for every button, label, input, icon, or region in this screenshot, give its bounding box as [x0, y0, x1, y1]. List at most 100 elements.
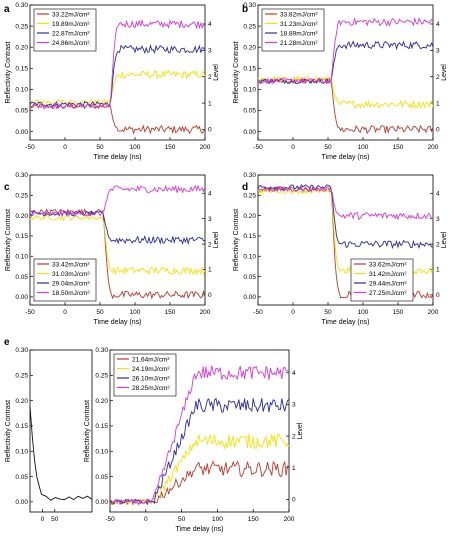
x-tick-label: 100 — [358, 309, 369, 316]
y-tick-label: 0.20 — [15, 398, 28, 405]
x-tick-label: 100 — [130, 144, 141, 151]
y2-tick-label: 0 — [436, 292, 440, 299]
x-tick-label: 100 — [358, 144, 369, 151]
y-tick-label: 0.00 — [243, 294, 256, 301]
x-tick-label: 200 — [428, 144, 439, 151]
x-tick-label: 0 — [63, 309, 67, 316]
series-line-magenta — [30, 18, 205, 110]
y-tick-label: 0.25 — [243, 193, 256, 200]
series-lines — [258, 184, 433, 300]
legend-entry: 22.87mJ/cm² — [52, 31, 90, 38]
y-tick-label: 0.30 — [243, 2, 256, 9]
y2-tick-label: 4 — [292, 370, 296, 377]
y2-axis-label: Level — [441, 231, 448, 248]
y-tick-label: 0.20 — [243, 44, 256, 51]
x-tick-label: 200 — [200, 309, 211, 316]
series-lines — [30, 18, 205, 135]
legend-entry: 31.23mJ/cm² — [280, 21, 318, 28]
y-tick-label: 0.30 — [95, 347, 108, 354]
legend-entry: 31.42mJ/cm² — [369, 271, 407, 278]
y-axis-label: Reflectivity Contrast — [233, 41, 240, 103]
y-tick-label: 0.25 — [15, 23, 28, 30]
y2-tick-label: 3 — [208, 216, 212, 223]
legend-entry: 29.04mJ/cm² — [52, 281, 90, 288]
x-tick-label: -50 — [25, 144, 35, 151]
series-line-red — [258, 77, 433, 135]
x-tick-label: 0 — [291, 144, 295, 151]
legend-entry: 18.50mJ/cm² — [52, 290, 90, 297]
x-tick-label: 0 — [291, 309, 295, 316]
y-tick-label: 0.25 — [15, 373, 28, 380]
y-tick-label: 0.30 — [15, 172, 28, 179]
panel-letter: a — [4, 4, 10, 15]
series-line-blue — [30, 43, 205, 108]
x-tick-label: 50 — [96, 309, 104, 316]
legend-entry: 33.82mJ/cm² — [280, 12, 318, 19]
y2-tick-label: 1 — [208, 267, 212, 274]
x-tick-label: 0 — [144, 516, 148, 523]
y-axis-label: Reflectivity Contrast — [233, 209, 240, 271]
legend-box — [261, 8, 325, 52]
y-tick-label: 0.10 — [95, 448, 108, 455]
legend-entry: 18.89mJ/cm² — [280, 31, 318, 38]
y-tick-label: 0.15 — [243, 65, 256, 72]
legend-box — [113, 353, 177, 397]
x-axis-label: Time delay (ns) — [94, 154, 142, 161]
series-line-blue — [110, 397, 289, 506]
plot-frame — [29, 174, 206, 306]
x-tick-label: 100 — [212, 516, 223, 523]
plot-frame — [257, 4, 434, 141]
y2-tick-label: 1 — [208, 100, 212, 107]
y2-tick-label: 0 — [208, 292, 212, 299]
y-tick-label: 0.05 — [15, 474, 28, 481]
y2-tick-label: 0 — [292, 497, 296, 504]
y2-tick-label: 3 — [292, 402, 296, 409]
x-tick-label: -50 — [253, 144, 263, 151]
x-tick-label: -50 — [105, 516, 115, 523]
y-tick-label: 0.20 — [95, 398, 108, 405]
x-tick-label: 150 — [248, 516, 259, 523]
legend-entry: 33.62mJ/cm² — [369, 262, 407, 269]
y-tick-label: 0.05 — [95, 474, 108, 481]
legend-entry: 21.64mJ/cm² — [132, 357, 170, 364]
x-tick-label: 200 — [200, 144, 211, 151]
legend: 21.64mJ/cm² 24.19mJ/cm² 26.10mJ/cm² 28.25mJ… — [113, 353, 177, 397]
y-axis-label: Reflectivity Contrast — [5, 400, 12, 462]
y-tick-label: 0.30 — [15, 347, 28, 354]
panel-letter: c — [4, 182, 10, 193]
y2-tick-label: 4 — [208, 21, 212, 28]
legend-entry: 27.25mJ/cm² — [369, 290, 407, 297]
y2-tick-label: 2 — [436, 74, 440, 81]
x-tick-label: 150 — [165, 309, 176, 316]
legend-box — [33, 8, 97, 52]
series-line-magenta — [258, 185, 433, 221]
y2-tick-label: 2 — [208, 241, 212, 248]
y-tick-label: 0.00 — [15, 294, 28, 301]
legend-entry: 33.22mJ/cm² — [52, 12, 90, 19]
y-tick-label: 0.15 — [15, 423, 28, 430]
legend-entry: 33.42mJ/cm² — [52, 262, 90, 269]
y2-tick-label: 1 — [436, 267, 440, 274]
legend-box — [33, 258, 97, 302]
legend-box — [350, 258, 414, 302]
y2-tick-label: 4 — [436, 190, 440, 197]
legend-entry: 24.86mJ/cm² — [52, 40, 90, 47]
legend-entry: 29.44mJ/cm² — [369, 281, 407, 288]
plot-frame — [29, 4, 206, 141]
y-tick-label: 0.25 — [15, 193, 28, 200]
panel-letter: d — [242, 182, 248, 193]
y2-tick-label: 3 — [208, 48, 212, 55]
x-tick-label: 200 — [284, 516, 295, 523]
y2-tick-label: 2 — [208, 74, 212, 81]
legend-entry: 31.03mJ/cm² — [52, 271, 90, 278]
y2-axis-label: Level — [441, 64, 448, 81]
y-tick-label: 0.15 — [95, 423, 108, 430]
series-line-red — [30, 208, 205, 300]
legend: 33.82mJ/cm² 31.23mJ/cm² 18.89mJ/cm² 21.28mJ… — [261, 8, 325, 52]
series-line-magenta — [110, 365, 289, 506]
panel-letter: b — [242, 4, 248, 15]
y2-axis-label: Level — [213, 64, 220, 81]
series-lines — [258, 16, 433, 135]
y-tick-label: 0.15 — [15, 65, 28, 72]
